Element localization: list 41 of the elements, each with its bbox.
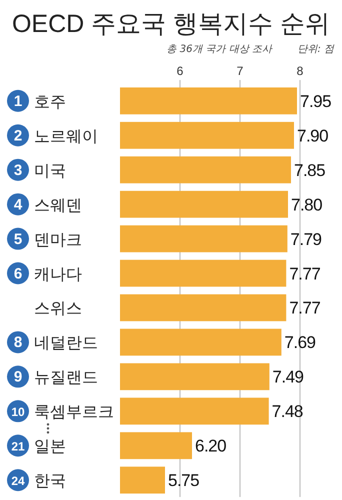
y-tick-label: 뉴질랜드 [34, 368, 98, 387]
data-label: 7.80 [291, 195, 322, 214]
data-label: 7.85 [294, 160, 326, 180]
data-label: 7.49 [272, 368, 304, 387]
y-tick-label: 스위스 [34, 298, 82, 318]
data-label: 7.48 [272, 402, 303, 422]
x-tick-label: 6 [176, 64, 184, 78]
text: 4 [14, 196, 23, 214]
text: 1 [14, 92, 22, 110]
data-label: 6.20 [195, 436, 226, 456]
chart-subtitle: 총 36개 국가 대상 조사 [166, 44, 273, 55]
y-tick-label: 스웨덴 [34, 195, 82, 214]
data-label: 7.69 [284, 333, 316, 352]
text: 2 [14, 127, 22, 144]
data-label: 7.79 [290, 230, 322, 249]
y-tick-label: 일본 [34, 436, 66, 456]
text: 10 [11, 405, 25, 420]
y-tick-label: 호주 [34, 92, 66, 111]
data-label: 7.77 [289, 264, 320, 284]
data-label: 5.75 [168, 471, 200, 490]
text: 단위: 점 [297, 44, 335, 55]
y-tick-label: 노르웨이 [34, 126, 98, 146]
data-label: 7.77 [289, 298, 320, 318]
text: 24 [11, 474, 25, 488]
y-tick-label: 한국 [34, 471, 66, 490]
data-label: 7.90 [297, 126, 328, 146]
text: 5 [14, 230, 22, 248]
text: 8 [14, 334, 22, 352]
y-tick-label: 덴마크 [34, 230, 82, 249]
text: 3 [14, 162, 22, 179]
y-tick-label: 룩셈부르크 [34, 402, 114, 422]
y-tick-label: 캐나다 [34, 264, 82, 284]
text: 21 [11, 440, 25, 454]
x-tick-label: 7 [236, 64, 244, 78]
text: 9 [14, 368, 22, 386]
y-tick-label: 네덜란드 [34, 333, 98, 352]
data-label: 7.95 [300, 92, 332, 111]
x-tick-label: 8 [296, 64, 304, 78]
text: 6 [14, 265, 22, 282]
y-tick-label: 미국 [34, 160, 66, 180]
chart-title: OECD 주요국 행복지수 순위 [12, 10, 330, 38]
